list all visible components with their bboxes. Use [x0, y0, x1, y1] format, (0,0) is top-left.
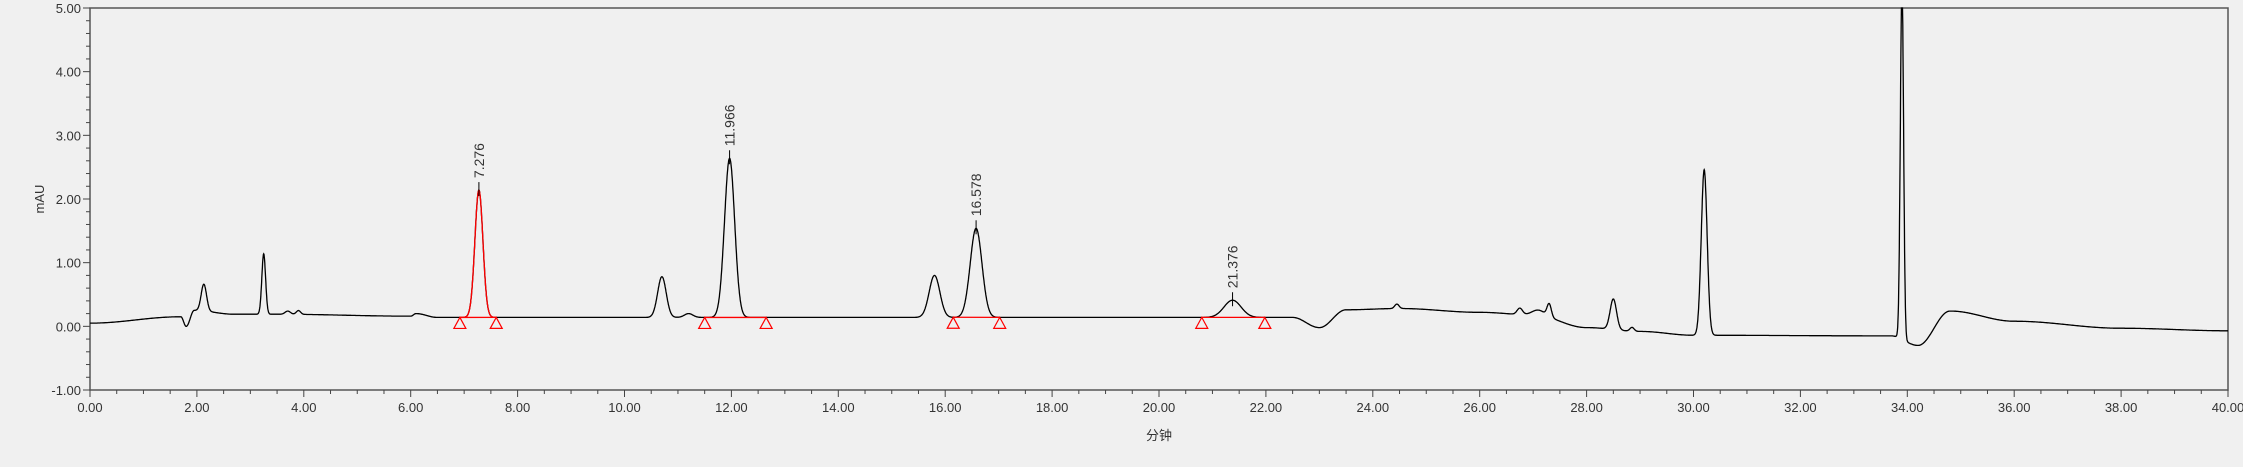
peak-label: 11.966 — [722, 104, 738, 146]
x-tick-label: 8.00 — [505, 400, 530, 415]
x-tick-label: 12.00 — [715, 400, 748, 415]
y-tick-label: 5.00 — [56, 1, 81, 16]
peak-label: 21.376 — [1225, 245, 1241, 288]
marks: 7.276 11.966 16.578 21.376 — [90, 8, 2228, 345]
x-tick-label: 34.00 — [1891, 400, 1924, 415]
x-tick-label: 16.00 — [929, 400, 962, 415]
peak-marker-triangle — [699, 317, 711, 328]
x-tick-label: 2.00 — [184, 400, 209, 415]
x-tick-label: 32.00 — [1784, 400, 1817, 415]
x-tick-label: 0.00 — [77, 400, 102, 415]
x-tick-label: 28.00 — [1570, 400, 1603, 415]
y-tick-label: 4.00 — [56, 65, 81, 80]
y-tick-label: 1.00 — [56, 256, 81, 271]
y-tick-label: 3.00 — [56, 128, 81, 143]
peak-marker-triangle — [490, 317, 502, 328]
peak-marker-triangle — [994, 317, 1006, 328]
x-tick-label: 30.00 — [1677, 400, 1710, 415]
peak-marker-triangle — [947, 317, 959, 328]
axes: 5.00 4.00 3.00 2.00 1.00 0.00 -1.00 0.00 2.00 4.0… — [51, 1, 2243, 415]
x-tick-label: 20.00 — [1143, 400, 1176, 415]
peak-label: 16.578 — [968, 173, 984, 216]
x-tick-label: 14.00 — [822, 400, 855, 415]
x-tick-label: 40.00 — [2212, 400, 2243, 415]
y-tick-label: 0.00 — [56, 319, 81, 334]
peak-marker-triangle — [454, 317, 466, 328]
plot-frame — [90, 8, 2228, 390]
peak-marker-triangle — [1259, 317, 1271, 328]
x-tick-label: 10.00 — [608, 400, 641, 415]
integrated-peak-trace — [460, 190, 496, 317]
y-tick-label: -1.00 — [51, 383, 81, 398]
y-axis-label: mAU — [32, 185, 47, 214]
x-axis-label: 分钟 — [1146, 428, 1172, 443]
peak-label: 7.276 — [471, 143, 487, 178]
x-tick-label: 36.00 — [1998, 400, 2031, 415]
x-tick-label: 18.00 — [1036, 400, 1069, 415]
x-tick-label: 24.00 — [1357, 400, 1390, 415]
y-tick-label: 2.00 — [56, 192, 81, 207]
x-tick-label: 22.00 — [1250, 400, 1283, 415]
chromatogram-trace — [90, 8, 2228, 345]
x-tick-label: 6.00 — [398, 400, 423, 415]
x-tick-label: 26.00 — [1463, 400, 1496, 415]
x-tick-label: 38.00 — [2105, 400, 2138, 415]
x-tick-label: 4.00 — [291, 400, 316, 415]
peak-marker-triangle — [1196, 317, 1208, 328]
peak-marker-triangle — [760, 317, 772, 328]
